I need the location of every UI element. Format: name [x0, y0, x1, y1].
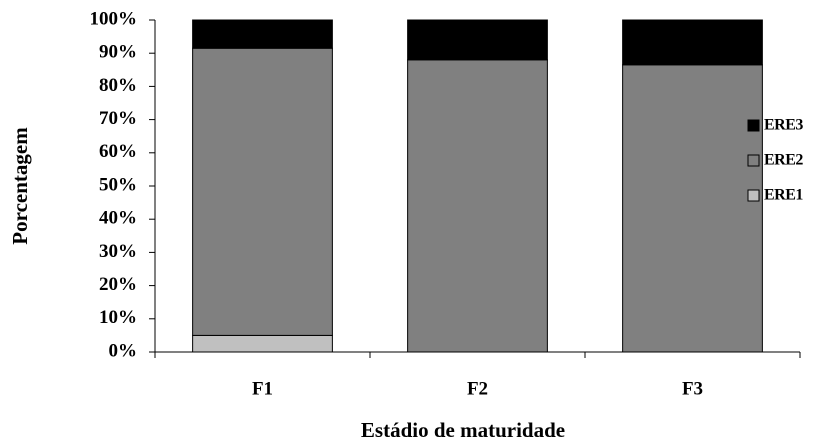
y-tick-label: 30%: [99, 241, 137, 262]
legend-label: ERE3: [764, 117, 803, 134]
y-tick-label: 20%: [99, 274, 137, 295]
x-axis-title: Estádio de maturidade: [361, 418, 565, 442]
bar-segment: [407, 59, 548, 353]
y-axis-title: Porcentagem: [8, 127, 32, 245]
legend-label: ERE2: [764, 152, 803, 169]
bar-segment: [192, 334, 333, 353]
y-tick-label: 100%: [90, 8, 138, 29]
y-tick-label: 40%: [99, 208, 137, 229]
bar-segment: [192, 47, 333, 336]
legend-swatch: [747, 119, 760, 132]
legend-swatch: [747, 154, 760, 167]
y-tick-label: 60%: [99, 141, 137, 162]
y-tick-label: 0%: [109, 340, 138, 361]
x-tick-label: F3: [682, 378, 703, 399]
y-tick-label: 50%: [99, 174, 137, 195]
bar-segment: [622, 19, 763, 66]
legend-label: ERE1: [764, 187, 803, 204]
y-tick-label: 80%: [99, 75, 137, 96]
x-tick-label: F2: [467, 378, 488, 399]
bar-segment: [407, 19, 548, 61]
y-tick-label: 70%: [99, 108, 137, 129]
y-tick-label: 90%: [99, 42, 137, 63]
x-tick-label: F1: [252, 378, 273, 399]
legend-swatch: [747, 189, 760, 202]
bar-segment: [192, 19, 333, 49]
bar-segment: [622, 64, 763, 353]
y-tick-label: 10%: [99, 307, 137, 328]
